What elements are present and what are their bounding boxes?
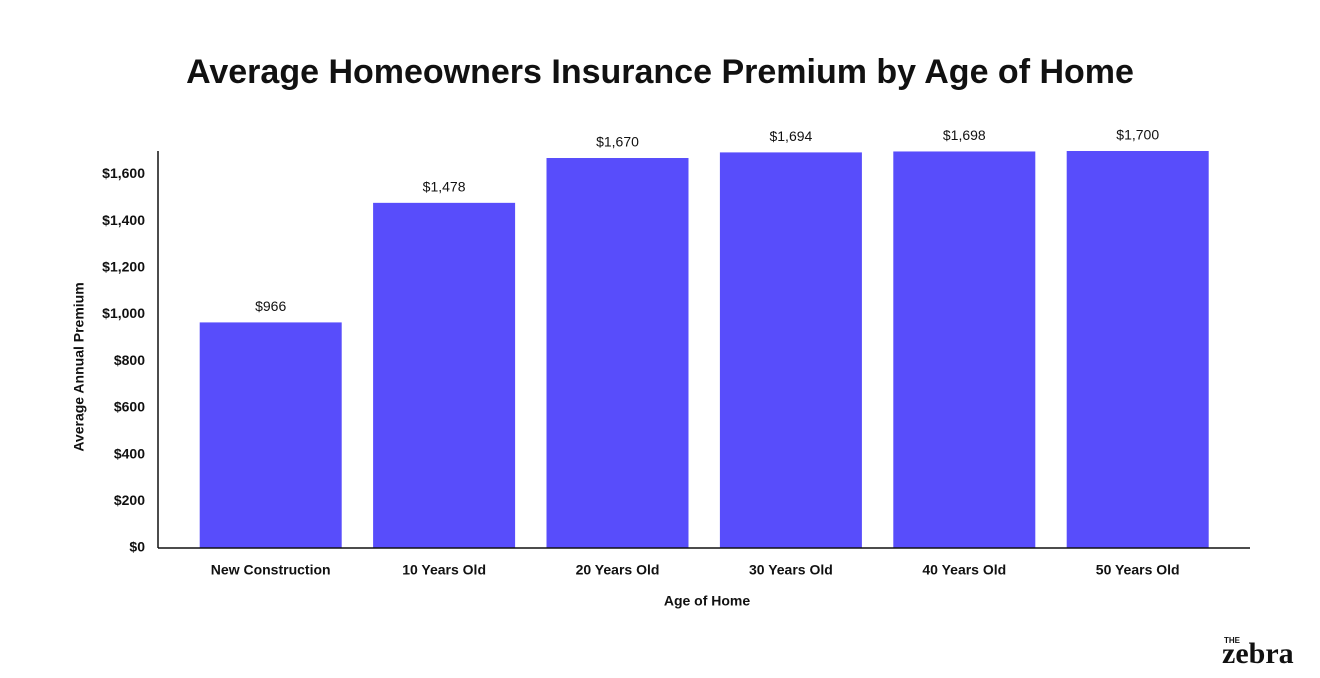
y-tick-label: $800 — [114, 352, 145, 368]
x-tick-label: 20 Years Old — [576, 562, 660, 578]
y-tick-label: $0 — [129, 539, 145, 555]
y-tick-label: $400 — [114, 445, 145, 461]
value-label: $1,700 — [1116, 127, 1159, 143]
x-tick-label: 10 Years Old — [402, 562, 486, 578]
value-label: $1,698 — [943, 127, 986, 143]
x-tick-label: 50 Years Old — [1096, 562, 1180, 578]
y-axis-label: Average Annual Premium — [71, 282, 87, 451]
bar — [199, 322, 342, 548]
bar — [1066, 151, 1209, 548]
bar — [373, 202, 516, 548]
value-label: $1,478 — [423, 179, 466, 195]
logo-small: THE — [1224, 636, 1241, 645]
bar — [546, 158, 689, 548]
value-label: $966 — [255, 298, 286, 314]
bar — [893, 151, 1036, 549]
x-tick-label: 40 Years Old — [922, 562, 1006, 578]
chart-title: Average Homeowners Insurance Premium by … — [186, 53, 1134, 91]
x-tick-label: 30 Years Old — [749, 562, 833, 578]
y-tick-label: $600 — [114, 399, 145, 415]
y-tick-label: $1,400 — [102, 212, 145, 228]
y-tick-label: $1,000 — [102, 305, 145, 321]
value-label: $1,670 — [596, 134, 639, 150]
y-tick-label: $1,600 — [102, 165, 145, 181]
y-tick-label: $1,200 — [102, 258, 145, 274]
bar — [719, 152, 862, 548]
y-tick-label: $200 — [114, 492, 145, 508]
x-tick-label: New Construction — [211, 562, 331, 578]
logo: zebra — [1222, 637, 1294, 670]
value-label: $1,694 — [769, 128, 812, 144]
x-axis-label: Age of Home — [664, 593, 751, 609]
